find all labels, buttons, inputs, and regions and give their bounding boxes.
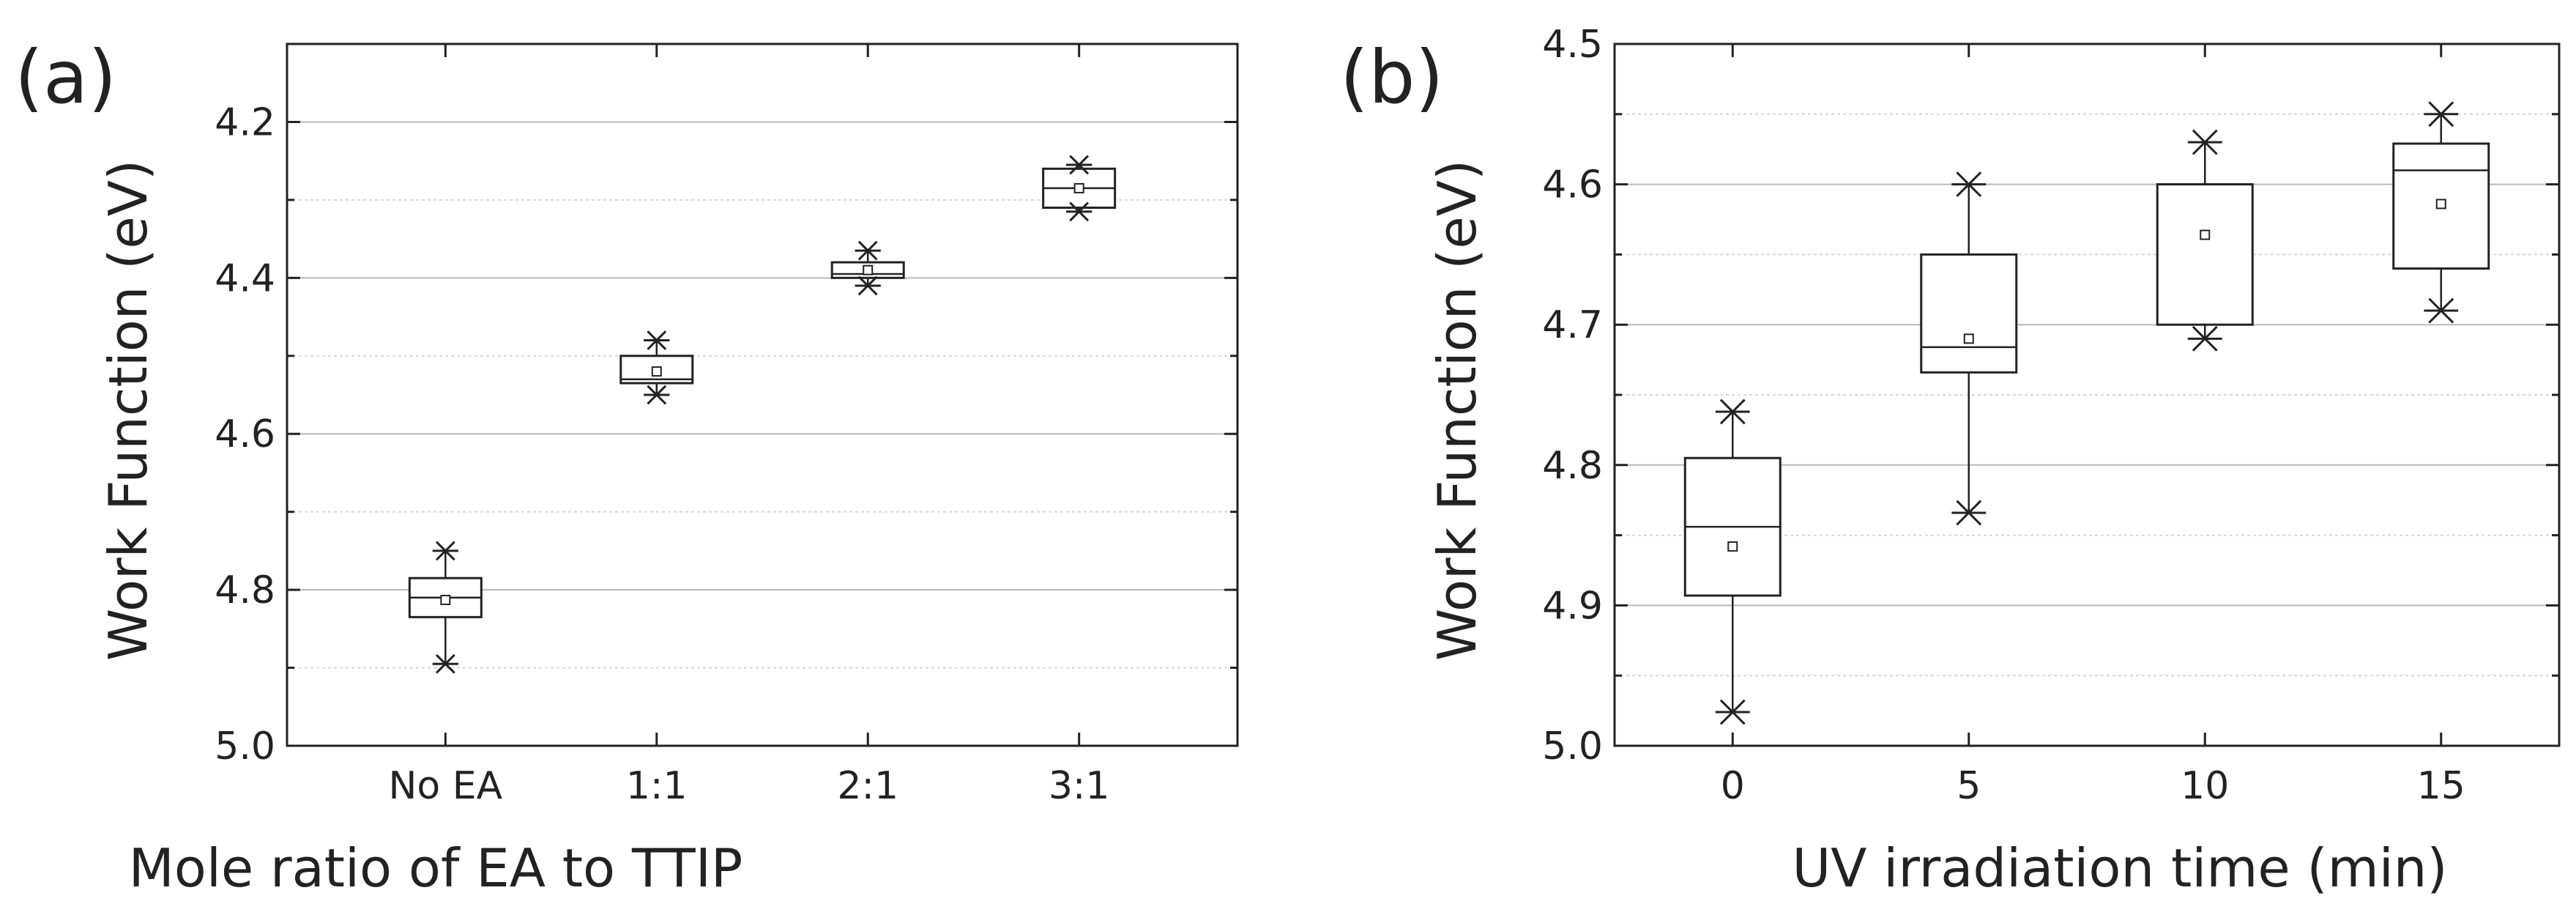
panel-a-y-axis-title: Work Function (eV) — [97, 160, 159, 661]
box-0-min-marker-d2 — [1719, 399, 1746, 425]
box-1-mean-marker — [651, 366, 662, 377]
x-tick-label-3: 15 — [2417, 764, 2465, 808]
box-0 — [408, 541, 483, 674]
box-0 — [1683, 399, 1782, 725]
panel-b-y-tick-labels: 4.5 4.6 4.7 4.8 4.9 5.0 — [1542, 23, 1603, 768]
y-tick-label-1: 4.4 — [215, 256, 275, 300]
box-2-max-marker-d2 — [857, 275, 878, 296]
panel-b-frame — [1613, 42, 2561, 747]
box-3-max-marker — [1066, 201, 1092, 222]
box-1-max-marker-d2 — [1956, 500, 1982, 526]
x-tick-label-2: 2:1 — [837, 764, 898, 808]
box-3-min-marker — [1066, 155, 1092, 175]
box-3-max-marker — [2424, 297, 2459, 324]
box-1-min-marker — [1951, 171, 1987, 198]
box-1-max-marker-d2 — [647, 385, 667, 405]
panel-b-boxes — [1683, 101, 2490, 725]
panel-a-boxes — [408, 155, 1117, 674]
box-3-max-marker-d2 — [2428, 297, 2454, 324]
box-1-iqr — [1920, 253, 2018, 374]
y-tick-label-4: 5.0 — [215, 725, 275, 768]
panel-b-x-axis-title: UV irradiation time (min) — [1792, 837, 2447, 899]
box-2 — [2156, 129, 2254, 352]
box-1-min-marker-d2 — [647, 330, 667, 350]
box-2-mean-marker — [863, 264, 874, 275]
box-2-min-marker — [855, 240, 881, 261]
box-3-mean-marker — [2435, 199, 2446, 210]
box-0-mean-marker — [1727, 541, 1738, 552]
x-tick-label-1: 5 — [1957, 764, 1981, 808]
box-3-min-marker-d2 — [1069, 155, 1090, 175]
box-2 — [830, 240, 905, 296]
box-0-max-marker-d2 — [435, 653, 455, 674]
box-3 — [2392, 101, 2490, 324]
box-1-mean-marker — [1963, 333, 1974, 344]
panel-a-label: (a) — [15, 34, 116, 120]
panel-b-x-tick-labels: 0 5 10 15 — [1721, 764, 2465, 808]
panel-b-y-axis-title: Work Function (eV) — [1426, 160, 1488, 661]
box-1-min-marker — [644, 330, 670, 350]
box-1 — [1920, 171, 2018, 526]
x-tick-label-0: 0 — [1721, 764, 1745, 808]
y-tick-label-5: 5.0 — [1542, 725, 1603, 768]
box-1 — [619, 330, 694, 405]
box-2-min-marker-d2 — [857, 240, 878, 261]
x-tick-label-0: No EA — [388, 764, 502, 808]
y-tick-label-0: 4.2 — [215, 100, 275, 144]
box-2-mean-marker — [2200, 229, 2211, 240]
y-tick-label-2: 4.6 — [215, 412, 275, 456]
y-tick-label-3: 4.8 — [215, 568, 275, 612]
box-0-max-marker-d2 — [1719, 699, 1746, 725]
box-0-max-marker — [1715, 699, 1750, 725]
box-1-min-marker-d2 — [1956, 171, 1982, 198]
panel-a-x-tick-labels: No EA 1:1 2:1 3:1 — [388, 764, 1109, 808]
x-tick-label-3: 3:1 — [1049, 764, 1110, 808]
y-tick-label-3: 4.8 — [1542, 444, 1603, 488]
box-3-max-marker-d2 — [1069, 201, 1090, 222]
box-2-min-marker-d2 — [2192, 129, 2218, 155]
panel-a-frame — [286, 42, 1239, 747]
box-0-mean-marker — [440, 594, 451, 605]
y-tick-label-0: 4.5 — [1542, 23, 1603, 67]
box-2-max-marker — [855, 275, 881, 296]
box-3 — [1042, 155, 1117, 222]
box-0-min-marker-d2 — [435, 541, 455, 561]
box-1-max-marker — [1951, 500, 1987, 526]
box-0-min-marker — [432, 541, 458, 561]
plot-frame — [286, 42, 1239, 747]
y-tick-label-2: 4.7 — [1542, 303, 1603, 347]
box-2-min-marker — [2187, 129, 2222, 155]
panel-a-x-axis-title: Mole ratio of EA to TTIP — [129, 837, 743, 899]
x-tick-label-2: 10 — [2181, 764, 2229, 808]
box-1-max-marker — [644, 385, 670, 405]
box-3-min-marker — [2424, 101, 2459, 127]
panel-a-y-tick-labels: 4.2 4.4 4.6 4.8 5.0 — [215, 100, 275, 768]
panel-a: (a) 4.2 4.4 4.6 4.8 5.0 No EA 1:1 2:1 3:1 Mole … — [15, 34, 1239, 899]
y-tick-label-4: 4.9 — [1542, 584, 1603, 628]
box-3-min-marker-d2 — [2428, 101, 2454, 127]
box-3-mean-marker — [1073, 182, 1084, 193]
box-2-max-marker-d2 — [2192, 325, 2218, 352]
x-tick-label-1: 1:1 — [626, 764, 688, 808]
box-2-max-marker — [2187, 325, 2222, 352]
box-0-max-marker — [432, 653, 458, 674]
y-tick-label-1: 4.6 — [1542, 163, 1603, 207]
panel-b: (b) 4.5 4.6 4.7 4.8 4.9 5.0 0 5 10 15 UV irradia… — [1340, 23, 2561, 899]
box-2-iqr — [2156, 183, 2254, 326]
panel-b-label: (b) — [1340, 34, 1444, 120]
box-0-min-marker — [1715, 399, 1750, 425]
